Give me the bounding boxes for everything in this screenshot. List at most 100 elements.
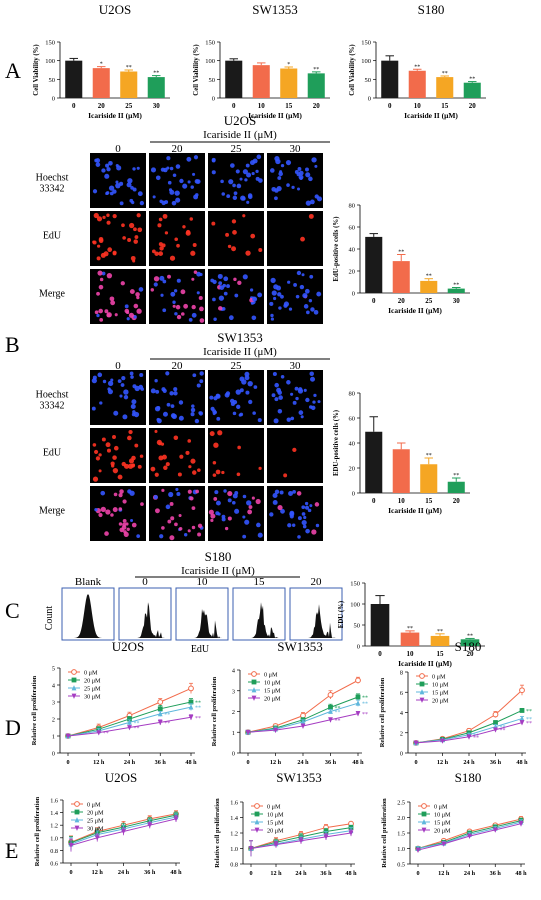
x-tick-label: 48 h — [345, 870, 357, 877]
y-tick-label: 1.0 — [50, 835, 58, 842]
cell-nucleus — [217, 430, 223, 436]
data-point — [74, 801, 80, 807]
y-tick-label: 0 — [352, 491, 355, 498]
x-tick-label: 24 h — [464, 870, 476, 877]
cell-nucleus — [180, 312, 185, 316]
cell-nucleus — [105, 509, 111, 515]
cell-nucleus — [314, 194, 319, 199]
dose-label: 20 — [172, 143, 184, 155]
legend-label: 20 μM — [267, 827, 284, 834]
cell-nucleus — [305, 528, 310, 534]
cell-nucleus — [199, 371, 204, 376]
cell-nucleus — [172, 300, 176, 304]
cell-nucleus — [161, 488, 165, 492]
bar-25 — [420, 280, 438, 293]
significance-mark: ** — [437, 629, 443, 635]
cell-nucleus — [272, 492, 278, 499]
micrograph-tile — [149, 370, 205, 425]
cell-nucleus — [106, 272, 113, 279]
cell-nucleus — [119, 201, 124, 206]
cell-nucleus — [301, 505, 306, 510]
x-tick-label: 15 — [441, 102, 449, 110]
cell-nucleus — [231, 246, 237, 252]
cell-nucleus — [287, 523, 292, 528]
cell-nucleus — [252, 296, 258, 302]
significance-mark: ** — [164, 712, 170, 718]
cell-nucleus — [313, 393, 317, 397]
cell-nucleus — [196, 271, 202, 277]
cell-nucleus — [174, 237, 178, 242]
dose-label: 25 — [231, 360, 243, 372]
cell-nucleus — [234, 293, 239, 298]
cell-nucleus — [308, 405, 313, 409]
cell-nucleus — [115, 163, 119, 168]
cell-nucleus — [118, 522, 123, 526]
cell-nucleus — [109, 296, 115, 302]
cell-nucleus — [176, 243, 180, 248]
data-point — [74, 817, 80, 823]
cell-nucleus — [162, 213, 168, 219]
cell-nucleus — [301, 273, 305, 277]
cell-nucleus — [304, 288, 310, 294]
x-tick-label: 15 — [425, 497, 433, 505]
cell-nucleus — [303, 304, 309, 309]
significance-mark: ** — [313, 67, 319, 73]
legend-label: 25 μM — [84, 685, 101, 692]
cell-nucleus — [297, 187, 301, 191]
legend-label: 15 μM — [434, 819, 451, 826]
legend-label: 10 μM — [432, 681, 449, 688]
cell-nucleus — [137, 191, 143, 197]
cell-nucleus — [183, 533, 188, 537]
cell-nucleus — [131, 399, 137, 405]
data-point — [65, 733, 71, 739]
cell-nucleus — [302, 292, 308, 299]
cell-nucleus — [133, 239, 138, 244]
y-tick-label: 2 — [52, 717, 55, 724]
cell-nucleus — [314, 502, 320, 507]
micrograph-tile — [90, 486, 146, 541]
cell-nucleus — [162, 279, 167, 284]
cell-nucleus — [128, 458, 135, 464]
bar-20 — [307, 73, 325, 98]
data-point — [68, 842, 74, 849]
cell-nucleus — [244, 371, 250, 377]
cell-nucleus — [178, 513, 182, 518]
row-label: 33342 — [40, 184, 65, 195]
cell-nucleus — [310, 376, 316, 382]
cell-nucleus — [153, 282, 158, 287]
data-point — [157, 699, 164, 705]
cell-nucleus — [119, 489, 124, 494]
cell-nucleus — [258, 178, 263, 183]
cell-nucleus — [92, 189, 98, 194]
y-tick-label: 0 — [357, 644, 360, 651]
cell-nucleus — [309, 371, 314, 377]
data-point — [419, 689, 425, 695]
significance-mark: ** — [414, 64, 420, 70]
row-label: Hoechst — [36, 173, 69, 184]
x-tick-label: 12 h — [270, 759, 282, 766]
x-tick-label: 48 h — [515, 870, 527, 877]
x-tick-label: 24 h — [124, 759, 136, 766]
cell-nucleus — [180, 289, 186, 295]
significance-mark: ** — [126, 65, 132, 71]
cell-nucleus — [106, 312, 112, 318]
cell-nucleus — [246, 500, 252, 506]
x-tick-label: 48 h — [185, 759, 197, 766]
data-point — [71, 669, 77, 675]
histogram — [294, 604, 338, 638]
significance-mark: ** — [164, 721, 170, 727]
cell-nucleus — [227, 244, 232, 249]
micrograph-tile — [267, 211, 323, 266]
cell-nucleus — [130, 518, 134, 522]
cell-nucleus — [292, 447, 297, 453]
cell-nucleus — [190, 407, 196, 413]
significance-mark: ** — [442, 71, 448, 77]
cell-nucleus — [171, 413, 177, 419]
y-tick-label: 40 — [349, 247, 356, 254]
micrograph-tile — [208, 428, 264, 483]
cell-nucleus — [223, 489, 227, 493]
chart-title: U2OS — [99, 2, 132, 17]
